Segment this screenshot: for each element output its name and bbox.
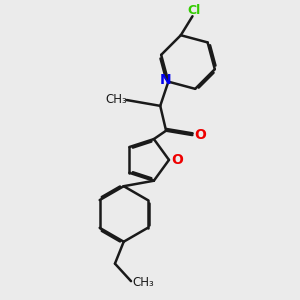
Text: N: N — [160, 73, 172, 87]
Text: CH₃: CH₃ — [106, 93, 127, 106]
Text: Cl: Cl — [187, 4, 201, 17]
Text: O: O — [171, 153, 183, 167]
Text: CH₃: CH₃ — [132, 276, 154, 289]
Text: O: O — [195, 128, 206, 142]
